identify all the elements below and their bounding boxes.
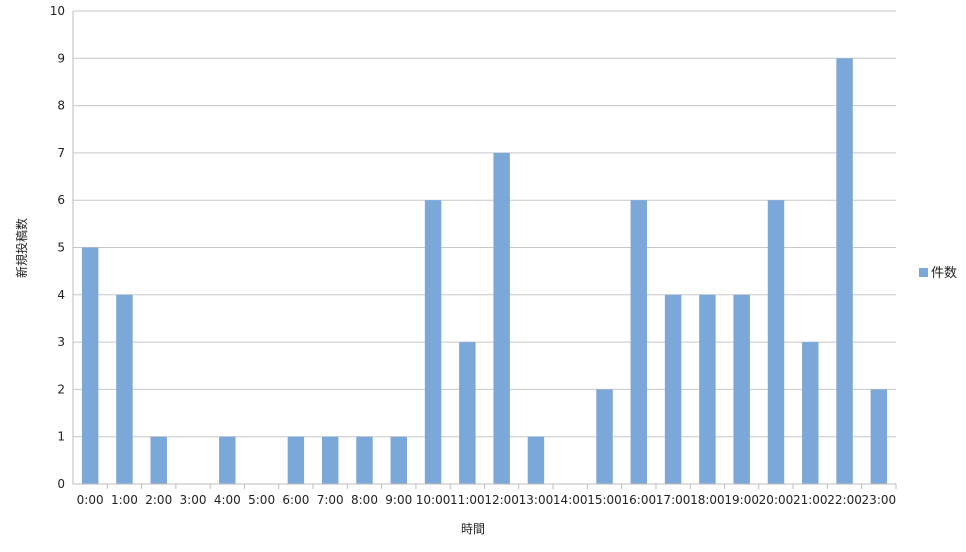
bar <box>356 436 373 484</box>
bar <box>81 247 99 484</box>
x-tick-label: 9:00 <box>385 493 412 507</box>
x-tick-label: 11:00 <box>450 493 485 507</box>
x-tick-label: 14:00 <box>553 493 588 507</box>
bar <box>219 436 236 484</box>
bar <box>767 200 785 484</box>
x-tick-label: 23:00 <box>862 493 897 507</box>
axes: 0 1 2 3 4 5 6 7 8 9 10 0:00 1:00 2:00 3:00 4:00 5:00 6:00… <box>50 4 897 507</box>
y-tick-label: 4 <box>57 288 65 302</box>
y-tick-label: 6 <box>57 193 65 207</box>
bar <box>390 436 408 484</box>
y-tick-label: 8 <box>57 99 65 113</box>
bar <box>287 436 305 484</box>
legend-swatch <box>919 268 928 277</box>
bar <box>870 389 888 484</box>
bar <box>596 389 613 484</box>
x-tick-label: 5:00 <box>248 493 275 507</box>
y-tick-label: 9 <box>57 51 65 65</box>
bar <box>630 200 648 484</box>
x-tick-label: 20:00 <box>759 493 794 507</box>
x-axis-title: 時間 <box>461 522 485 536</box>
y-tick-label: 5 <box>57 241 65 255</box>
y-tick-label: 7 <box>57 146 65 160</box>
x-tick-label: 13:00 <box>519 493 554 507</box>
y-tick-label: 10 <box>50 4 65 18</box>
bar <box>733 294 750 484</box>
bar <box>836 58 853 485</box>
bar <box>321 436 339 484</box>
x-tick-label: 16:00 <box>622 493 657 507</box>
x-tick-label: 0:00 <box>77 493 104 507</box>
bar <box>527 436 545 484</box>
y-tick-label: 3 <box>57 335 65 349</box>
y-tick-label: 2 <box>57 382 65 396</box>
y-axis-title: 新規投稿数 <box>14 218 29 278</box>
legend: 件数 <box>919 266 957 281</box>
x-tick-label: 12:00 <box>484 493 519 507</box>
bar <box>664 294 682 484</box>
bar <box>150 436 167 484</box>
x-tick-label: 3:00 <box>180 493 207 507</box>
bar <box>699 294 716 484</box>
gridlines <box>73 10 896 485</box>
x-tick-label: 22:00 <box>827 493 862 507</box>
y-tick-label: 1 <box>57 430 65 444</box>
bar <box>116 294 133 484</box>
bar <box>493 152 510 484</box>
x-tick-label: 6:00 <box>282 493 309 507</box>
x-tick-label: 2:00 <box>145 493 172 507</box>
x-tick-label: 8:00 <box>351 493 378 507</box>
x-tick-label: 7:00 <box>317 493 344 507</box>
x-tick-label: 10:00 <box>416 493 451 507</box>
x-tick-label: 17:00 <box>656 493 691 507</box>
bars <box>81 58 888 485</box>
bar <box>459 342 476 484</box>
legend-label: 件数 <box>931 266 957 281</box>
bar <box>802 342 819 484</box>
x-tick-label: 19:00 <box>724 493 759 507</box>
x-tick-label: 15:00 <box>587 493 622 507</box>
bar <box>424 200 442 484</box>
x-tick-label: 4:00 <box>214 493 241 507</box>
x-tick-label: 1:00 <box>111 493 138 507</box>
x-tick-label: 18:00 <box>690 493 725 507</box>
x-tick-label: 21:00 <box>793 493 828 507</box>
y-tick-label: 0 <box>57 477 65 491</box>
